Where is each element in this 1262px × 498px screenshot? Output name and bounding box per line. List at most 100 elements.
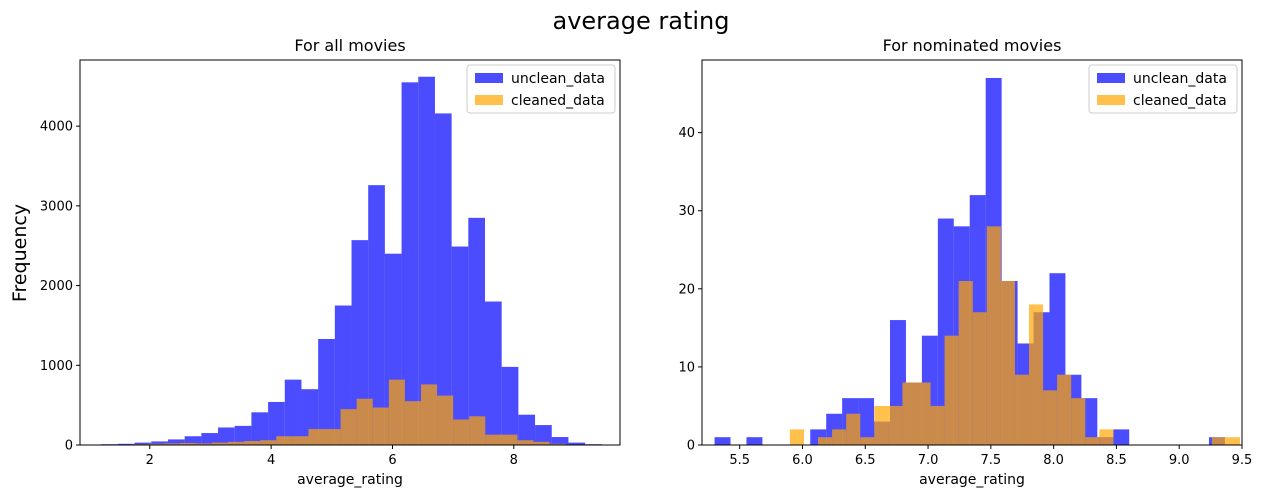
cleaned-bar xyxy=(1071,398,1086,445)
cleaned-bar xyxy=(163,443,180,445)
panel-1: 2 4 6 8 0 1000 2000 3000 4000 For all movies avera… xyxy=(40,36,621,488)
y-tick-label: 0 xyxy=(687,439,695,454)
x-tick-label: 9.5 xyxy=(1232,453,1253,468)
x-tick-label: 7.5 xyxy=(980,453,1001,468)
y-tick-label: 2000 xyxy=(40,279,73,294)
cleaned-bar xyxy=(388,379,405,445)
x-axis-label: average_rating xyxy=(919,472,1025,488)
cleaned-bar xyxy=(888,405,903,445)
cleaned-bar xyxy=(916,382,931,445)
y-tick-label: 4000 xyxy=(40,120,73,135)
cleaned-bar xyxy=(437,395,454,445)
unclean-bar xyxy=(714,437,731,445)
legend-label-cleaned: cleaned_data xyxy=(511,93,605,109)
cleaned-bar xyxy=(147,443,164,445)
unclean-bar xyxy=(318,338,335,445)
cleaned-bar xyxy=(469,416,486,445)
cleaned-bar xyxy=(404,401,421,445)
unclean-bar xyxy=(746,437,763,445)
unclean-bar xyxy=(418,76,435,446)
unclean-bar xyxy=(501,366,519,445)
unclean-bar xyxy=(1113,429,1130,445)
unclean-bar xyxy=(284,379,302,445)
series-cleaned xyxy=(131,379,582,445)
cleaned-bar xyxy=(244,441,261,445)
x-tick-label: 6 xyxy=(388,453,396,468)
x-tick-label: 4 xyxy=(267,453,275,468)
legend-label-unclean: unclean_data xyxy=(511,71,605,87)
cleaned-bar xyxy=(1211,437,1226,445)
cleaned-bar xyxy=(1014,374,1030,445)
cleaned-bar xyxy=(958,281,973,445)
panel-title: For nominated movies xyxy=(883,36,1062,55)
unclean-bar xyxy=(134,442,152,445)
y-tick-label: 1000 xyxy=(40,359,73,374)
unclean-bar xyxy=(451,246,469,445)
x-tick-label: 6.5 xyxy=(855,453,876,468)
cleaned-bar xyxy=(1225,437,1240,445)
cleaned-bar xyxy=(832,429,847,445)
y-tick-label: 3000 xyxy=(40,199,73,214)
unclean-bar xyxy=(568,442,586,445)
x-tick-label: 7.0 xyxy=(918,453,939,468)
unclean-bar xyxy=(251,412,269,445)
x-axis-label: average_rating xyxy=(297,472,403,488)
cleaned-bar xyxy=(846,413,861,445)
legend: unclean_data cleaned_data xyxy=(466,64,616,114)
legend-box xyxy=(1088,64,1238,114)
legend-swatch-cleaned xyxy=(475,95,503,105)
y-tick-label: 0 xyxy=(65,439,73,454)
unclean-bar xyxy=(218,427,235,445)
cleaned-bar xyxy=(420,384,438,445)
legend-swatch-cleaned xyxy=(1097,95,1125,105)
series-unclean xyxy=(101,76,602,446)
unclean-bar xyxy=(234,425,252,445)
cleaned-bar xyxy=(549,443,566,445)
axes-frame xyxy=(701,59,1243,446)
unclean-bar xyxy=(368,185,385,445)
cleaned-bar xyxy=(292,436,309,445)
axes-frame xyxy=(79,59,621,446)
y-tick-label: 40 xyxy=(678,126,695,141)
cleaned-bar xyxy=(972,312,987,445)
cleaned-bar xyxy=(179,443,196,445)
cleaned-bar xyxy=(211,442,229,445)
cleaned-bar xyxy=(1000,281,1015,445)
unclean-bar xyxy=(184,436,202,445)
x-tick-label: 9.0 xyxy=(1169,453,1190,468)
unclean-bar xyxy=(485,301,502,445)
unclean-bar xyxy=(1081,398,1098,445)
cleaned-bar xyxy=(1029,304,1044,445)
cleaned-bar xyxy=(930,405,945,445)
unclean-bar xyxy=(268,401,285,445)
unclean-bar xyxy=(535,425,552,445)
cleaned-bar xyxy=(485,434,502,445)
cleaned-bar xyxy=(860,437,875,445)
cleaned-bar xyxy=(1043,390,1058,445)
unclean-bar xyxy=(401,82,419,445)
unclean-bar xyxy=(858,398,875,445)
x-tick-label: 2 xyxy=(146,453,154,468)
cleaned-bar xyxy=(453,419,470,445)
unclean-bar xyxy=(167,439,185,445)
cleaned-bar xyxy=(874,405,889,445)
cleaned-bar xyxy=(533,441,550,445)
cleaned-bar xyxy=(340,409,357,445)
cleaned-bar xyxy=(789,429,804,445)
cleaned-bar xyxy=(308,429,325,445)
unclean-bar xyxy=(201,433,219,445)
x-tick-label: 8 xyxy=(510,453,518,468)
unclean-bar xyxy=(117,443,135,445)
legend-swatch-unclean xyxy=(475,73,503,83)
cleaned-bar xyxy=(818,437,833,445)
cleaned-bar xyxy=(228,441,245,445)
y-tick-label: 20 xyxy=(678,282,695,297)
unclean-bar xyxy=(351,240,369,445)
panel-title: For all movies xyxy=(294,36,405,55)
panel-2: 5.5 6.0 6.5 7.0 7.5 8.0 8.5 9.0 9.5 0 10 20 30 40 For … xyxy=(678,36,1252,488)
legend-swatch-unclean xyxy=(1097,73,1125,83)
cleaned-bar xyxy=(986,226,1001,445)
cleaned-bar xyxy=(276,436,293,445)
